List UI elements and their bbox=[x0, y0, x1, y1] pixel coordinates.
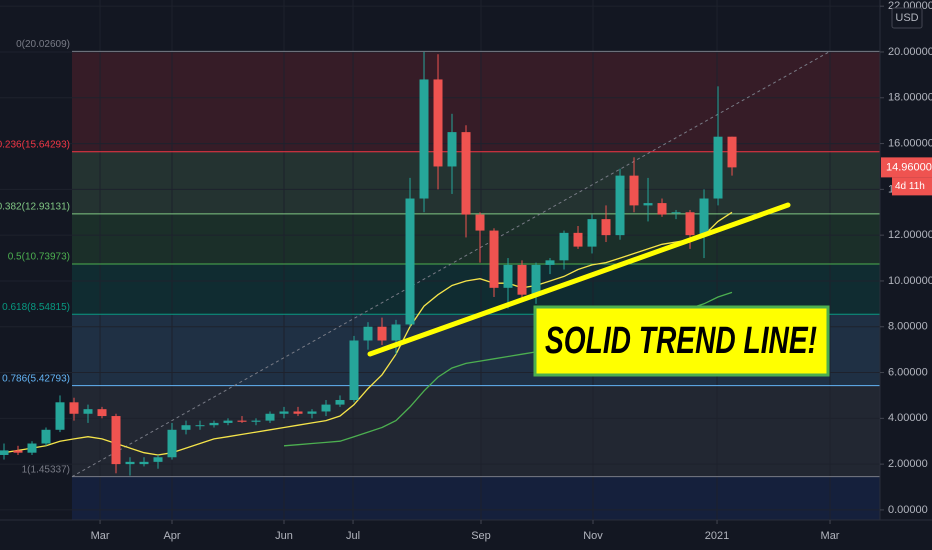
candle-body bbox=[97, 409, 107, 417]
candle-body bbox=[503, 264, 513, 288]
candle-body bbox=[111, 416, 121, 465]
candle-body bbox=[83, 409, 93, 414]
countdown-tag bbox=[892, 177, 932, 196]
price-tag-label: 14.96000 bbox=[886, 161, 932, 173]
candle-body bbox=[41, 429, 51, 444]
candle-body bbox=[27, 443, 37, 453]
candle-body bbox=[657, 203, 667, 215]
candle-body bbox=[587, 219, 597, 247]
candle-body bbox=[13, 450, 23, 453]
x-tick-label: 2021 bbox=[705, 530, 729, 542]
candle-body bbox=[685, 212, 695, 236]
candle-body bbox=[615, 175, 625, 236]
fib-label: 0.786(5.42793) bbox=[2, 373, 70, 384]
moving-average bbox=[3, 211, 733, 456]
candle-body bbox=[643, 203, 653, 206]
candle-body bbox=[307, 411, 317, 414]
x-tick-label: Sep bbox=[471, 530, 491, 542]
candle-body bbox=[419, 79, 429, 199]
candle-body bbox=[265, 413, 275, 421]
candle-body bbox=[237, 420, 247, 422]
candle-body bbox=[279, 411, 289, 414]
countdown: 4d 11h bbox=[895, 181, 925, 192]
fib-diagonal bbox=[71, 50, 831, 478]
candle-body bbox=[139, 461, 149, 465]
candle-body bbox=[251, 420, 261, 422]
currency-box bbox=[891, 7, 923, 29]
candle-body bbox=[573, 232, 583, 247]
candle-body bbox=[321, 404, 331, 412]
annotation: SOLID TREND LINE! bbox=[545, 320, 817, 362]
y-tick-label: 12.00000 bbox=[888, 229, 932, 241]
grid bbox=[0, 0, 880, 520]
candle-body bbox=[209, 422, 219, 426]
price-tag bbox=[881, 157, 932, 178]
fib-label: 0.618(8.54815) bbox=[2, 302, 70, 313]
candle-body bbox=[125, 461, 135, 465]
x-tick-label: Jun bbox=[275, 530, 293, 542]
y-tick-label: 4.00000 bbox=[888, 412, 928, 424]
annotation-box bbox=[533, 305, 830, 377]
candle-body bbox=[545, 260, 555, 265]
candle-body bbox=[349, 340, 359, 401]
x-tick-label: Nov bbox=[583, 530, 603, 542]
candle-body bbox=[713, 136, 723, 199]
candle-body bbox=[153, 457, 163, 462]
candle-body bbox=[699, 198, 709, 236]
fib-bands bbox=[72, 51, 880, 520]
candle-body bbox=[447, 132, 457, 167]
trend-line bbox=[367, 202, 791, 357]
axes: 0.00000 2.00000 4.00000 6.00000 8.00000 10.00… bbox=[91, 0, 932, 542]
fib-label: 1(1.45337) bbox=[22, 464, 70, 475]
candle-body bbox=[335, 400, 345, 405]
candle-body bbox=[629, 175, 639, 206]
candle-body bbox=[363, 326, 373, 341]
y-tick-label: 0.00000 bbox=[888, 504, 928, 516]
candle-body bbox=[405, 198, 415, 325]
candles bbox=[0, 51, 737, 476]
fib-label: 0.236(15.64293) bbox=[0, 139, 70, 150]
candle-body bbox=[475, 214, 485, 231]
x-tick-label: Mar bbox=[821, 530, 840, 542]
candle-body bbox=[531, 264, 541, 295]
y-tick-label: 8.00000 bbox=[888, 321, 928, 333]
fib-band bbox=[72, 51, 880, 152]
candle-body bbox=[0, 450, 9, 455]
fib-label: 0.382(12.93131) bbox=[0, 201, 70, 212]
candle-body bbox=[181, 425, 191, 430]
candle-body bbox=[559, 232, 569, 261]
candle-body bbox=[391, 324, 401, 341]
x-tick-label: Mar bbox=[91, 530, 110, 542]
candle-body bbox=[489, 230, 499, 288]
candle-body bbox=[223, 420, 233, 423]
candle-body bbox=[195, 425, 205, 427]
y-tick-label: 16.00000 bbox=[888, 137, 932, 149]
candle-body bbox=[55, 402, 65, 430]
candle-body bbox=[601, 219, 611, 236]
y-tick-label: 2.00000 bbox=[888, 458, 928, 470]
currency: USD bbox=[895, 12, 918, 24]
y-tick-label: 10.00000 bbox=[888, 275, 932, 287]
fib-band bbox=[72, 385, 880, 477]
candle-body bbox=[377, 326, 387, 341]
fib-band bbox=[72, 151, 880, 214]
candle-body bbox=[433, 79, 443, 167]
candle-body bbox=[167, 429, 177, 458]
x-tick-label: Jul bbox=[346, 530, 360, 542]
candle-body bbox=[293, 411, 303, 414]
candle-body bbox=[517, 264, 527, 295]
candle-body bbox=[671, 212, 681, 214]
y-tick-label: 20.00000 bbox=[888, 46, 932, 58]
fib-band bbox=[72, 476, 880, 520]
candle-body bbox=[461, 132, 471, 215]
candle-body bbox=[727, 136, 737, 168]
fib-label: 0(20.02609) bbox=[16, 39, 70, 50]
y-tick-label: 6.00000 bbox=[888, 366, 928, 378]
y-tick-label: 18.00000 bbox=[888, 92, 932, 104]
candle-body bbox=[69, 402, 79, 414]
fib-label: 0.5(10.73973) bbox=[8, 252, 70, 263]
x-tick-label: Apr bbox=[163, 530, 180, 542]
